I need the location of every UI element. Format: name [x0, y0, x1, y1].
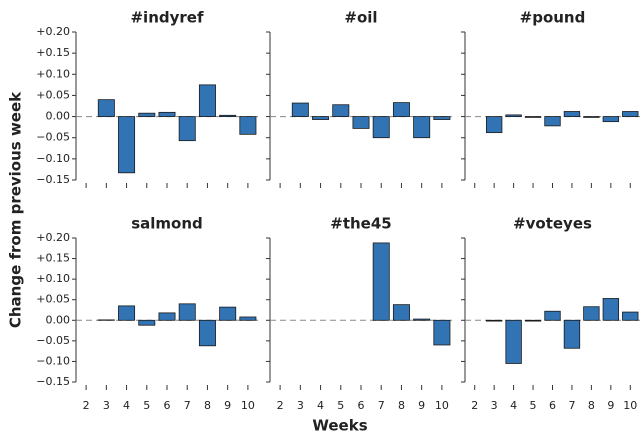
y-tick-label: +0.10 [36, 272, 70, 285]
y-tick-label: 0.00 [46, 313, 71, 326]
x-tick-label: 10 [241, 399, 255, 412]
x-tick-label: 8 [204, 399, 211, 412]
bar [485, 116, 503, 134]
y-tick-label: −0.05 [36, 334, 70, 347]
x-tick-label: 10 [623, 399, 637, 412]
bar [138, 319, 156, 326]
bar [352, 116, 370, 129]
y-tick-label: +0.05 [36, 293, 70, 306]
bar [392, 304, 410, 321]
bar [372, 116, 390, 139]
y-tick-label: +0.15 [36, 252, 70, 265]
bar [239, 116, 257, 135]
x-tick-label: 6 [164, 399, 171, 412]
x-tick-label: 3 [491, 399, 498, 412]
y-tick-label: 0.00 [46, 110, 71, 123]
y-tick-label: −0.15 [36, 173, 70, 186]
subplot-title: #the45 [330, 215, 391, 233]
x-tick-label: 7 [568, 399, 575, 412]
x-tick-label: 2 [277, 399, 284, 412]
x-tick-label: 6 [549, 399, 556, 412]
x-tick-label: 2 [471, 399, 478, 412]
x-tick-label: 6 [358, 399, 365, 412]
bar [312, 116, 330, 120]
bar [433, 116, 451, 120]
x-tick-label: 7 [378, 399, 385, 412]
subplot-title: #oil [344, 9, 377, 27]
bar [158, 111, 176, 117]
x-tick-label: 3 [297, 399, 304, 412]
bar [524, 319, 542, 322]
bar [544, 116, 561, 127]
bar [392, 102, 410, 117]
x-tick-label: 9 [224, 399, 231, 412]
x-tick-label: 4 [123, 399, 130, 412]
x-tick-label: 3 [103, 399, 110, 412]
bar [622, 311, 639, 321]
bar [433, 319, 451, 346]
bar [505, 319, 522, 364]
bar [118, 116, 136, 174]
bar [97, 99, 115, 117]
y-axis-label: Change from previous week [7, 91, 25, 328]
y-tick-label: −0.15 [36, 375, 70, 388]
bar [505, 114, 522, 117]
bar [622, 111, 639, 117]
bar [158, 312, 176, 321]
x-axis-label: Weeks [312, 417, 367, 435]
bar [485, 319, 503, 322]
y-tick-label: +0.20 [36, 231, 70, 244]
x-tick-label: 5 [530, 399, 537, 412]
bar [219, 306, 237, 321]
bar [563, 319, 581, 349]
subplot-title: #indyref [130, 9, 203, 27]
y-tick-label: +0.15 [36, 46, 70, 59]
subplot-title: #pound [520, 9, 586, 27]
bar [563, 111, 581, 117]
x-tick-label: 5 [143, 399, 150, 412]
bar [524, 116, 542, 118]
y-tick-label: +0.05 [36, 88, 70, 101]
subplot-title: #voteyes [513, 215, 592, 233]
subplot-title: salmond [131, 215, 203, 233]
bar [178, 303, 196, 321]
bar [291, 102, 309, 117]
y-tick-label: −0.05 [36, 131, 70, 144]
bar [178, 116, 196, 142]
x-tick-label: 4 [510, 399, 517, 412]
bar [372, 242, 390, 321]
x-tick-label: 8 [588, 399, 595, 412]
bar [602, 298, 620, 321]
x-tick-label: 9 [607, 399, 614, 412]
bar [219, 114, 237, 117]
bar [138, 112, 156, 117]
bar [332, 104, 350, 117]
y-tick-label: +0.10 [36, 67, 70, 80]
x-tick-label: 7 [184, 399, 191, 412]
bar [413, 318, 431, 321]
x-tick-label: 4 [317, 399, 324, 412]
y-tick-label: −0.10 [36, 354, 70, 367]
bar [239, 316, 257, 321]
x-tick-label: 8 [398, 399, 405, 412]
bar [118, 305, 136, 321]
bar [602, 116, 620, 123]
y-tick-label: −0.10 [36, 152, 70, 165]
bar [413, 116, 431, 139]
x-tick-label: 2 [83, 399, 90, 412]
x-tick-label: 5 [337, 399, 344, 412]
x-tick-label: 10 [435, 399, 449, 412]
y-tick-label: +0.20 [36, 25, 70, 38]
bar [583, 116, 600, 118]
x-tick-label: 9 [418, 399, 425, 412]
bar [198, 319, 216, 347]
bar [198, 84, 216, 117]
bar [544, 310, 561, 321]
bar [583, 306, 600, 321]
